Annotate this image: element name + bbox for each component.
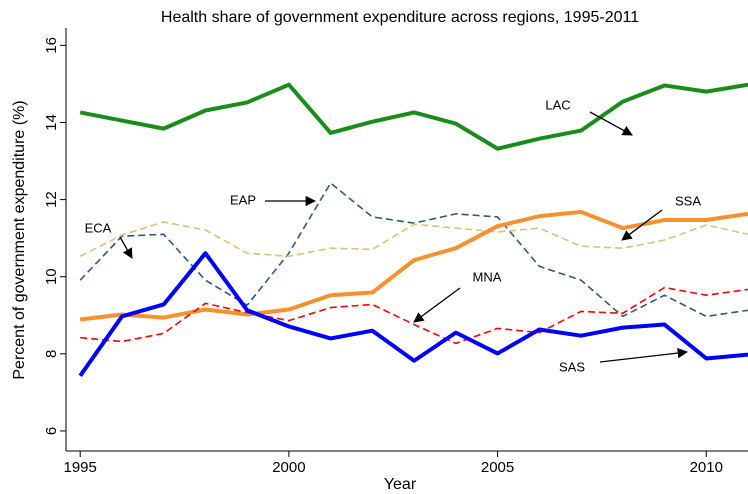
series-line — [79, 209, 748, 322]
x-tick-label: 2010 — [690, 459, 723, 476]
annotation-arrow — [599, 347, 689, 363]
series-line — [79, 82, 748, 151]
annotation: MNA — [473, 269, 502, 284]
annotation-arrow — [413, 287, 461, 323]
series-line — [79, 221, 748, 258]
x-axis-label: Year — [384, 476, 417, 493]
series-line — [79, 182, 748, 318]
annotation: SAS — [559, 359, 585, 374]
annotation-arrow — [621, 209, 663, 241]
annotation: EAP — [230, 192, 256, 207]
series-line — [80, 286, 748, 345]
annotation: LAC — [545, 97, 570, 112]
x-tick-label: 1995 — [64, 459, 97, 476]
y-tick-label: 8 — [43, 350, 60, 358]
x-tick-label: 2000 — [272, 459, 305, 476]
annotation: ECA — [85, 220, 112, 235]
y-tick-label: 16 — [43, 37, 60, 54]
y-axis-label: Percent of government expenditure (%) — [11, 100, 28, 379]
y-tick-label: 6 — [43, 427, 60, 435]
chart-title: Health share of government expenditure a… — [161, 9, 639, 26]
series-line — [78, 251, 748, 377]
x-tick-label: 2005 — [481, 459, 514, 476]
annotation-arrow — [589, 111, 633, 136]
annotation: SSA — [675, 193, 701, 208]
y-tick-label: 10 — [43, 268, 60, 285]
annotation-arrow — [119, 236, 133, 259]
y-tick-label: 12 — [43, 191, 60, 208]
y-tick-label: 14 — [43, 114, 60, 131]
